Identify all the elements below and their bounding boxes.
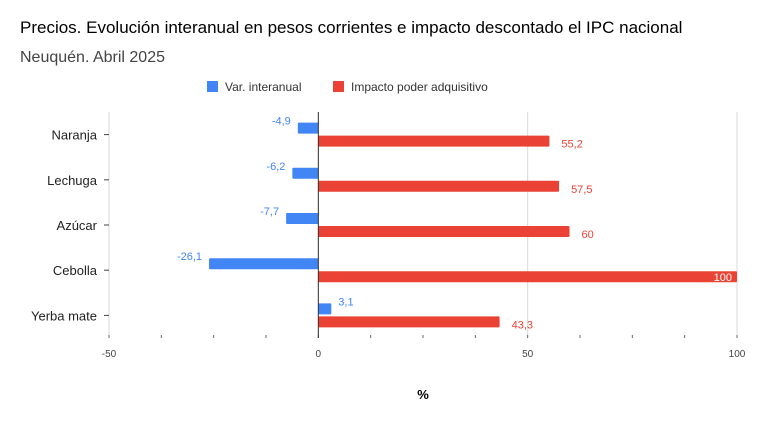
data-label-impacto-poder-adquisitivo: 57,5 (571, 184, 592, 196)
bar-impacto-poder-adquisitivo (318, 271, 737, 283)
bar-var-interanual (297, 122, 319, 134)
data-label-impacto-poder-adquisitivo: 55,2 (561, 139, 582, 151)
legend-swatch-impacto-poder-adquisitivo (333, 81, 344, 92)
bar-var-interanual (292, 167, 319, 179)
bar-var-interanual (318, 303, 332, 315)
chart-title: Precios. Evolución interanual en pesos c… (20, 18, 683, 37)
category-label: Naranja (51, 128, 97, 143)
bar-impacto-poder-adquisitivo (318, 226, 570, 237)
legend-swatch-var-interanual (207, 81, 218, 92)
bar-impacto-poder-adquisitivo (318, 180, 560, 192)
chart-subtitle: Neuquén. Abril 2025 (20, 49, 165, 66)
data-label-var-interanual: -7,7 (260, 206, 279, 218)
data-label-var-interanual: -26,1 (177, 251, 202, 263)
x-axis-title: % (417, 387, 429, 402)
x-tick-label: -50 (102, 349, 117, 360)
x-tick-label: 0 (316, 349, 322, 360)
category-label: Lechuga (47, 173, 98, 188)
data-label-impacto-poder-adquisitivo: 60 (582, 229, 594, 241)
x-tick-label: 100 (729, 349, 746, 360)
bar-var-interanual (286, 213, 319, 224)
category-label: Yerba mate (31, 308, 97, 323)
legend-label-var-interanual: Var. interanual (225, 80, 302, 94)
category-label: Cebolla (53, 263, 98, 278)
legend-label-impacto-poder-adquisitivo: Impacto poder adquisitivo (351, 80, 488, 94)
bar-impacto-poder-adquisitivo (318, 316, 500, 328)
x-tick-label: 50 (522, 349, 534, 360)
bar-var-interanual (209, 258, 319, 270)
data-label-impacto-poder-adquisitivo: 43,3 (512, 319, 533, 331)
data-label-var-interanual: 3,1 (338, 296, 353, 308)
data-label-var-interanual: -4,9 (272, 116, 291, 128)
category-label: Azúcar (57, 218, 98, 233)
data-label-impacto-poder-adquisitivo: 100 (714, 272, 732, 284)
data-label-var-interanual: -6,2 (266, 161, 285, 173)
bar-impacto-poder-adquisitivo (318, 135, 550, 147)
